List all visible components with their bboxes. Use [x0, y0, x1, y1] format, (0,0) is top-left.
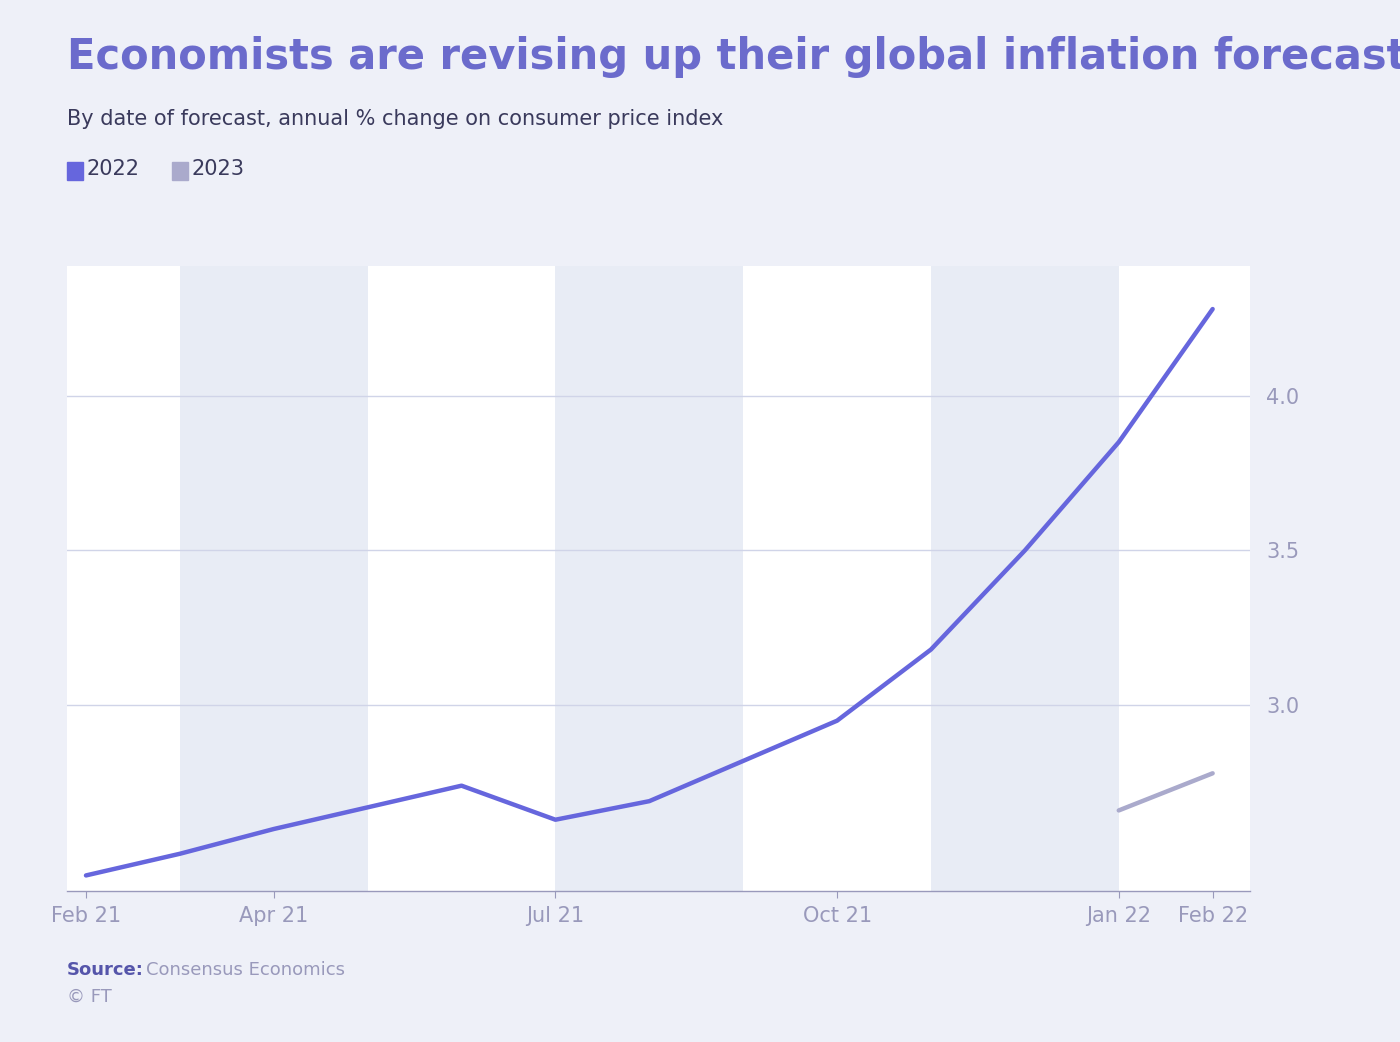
- Text: Source:: Source:: [67, 962, 144, 979]
- Bar: [931, 266, 1119, 891]
- Bar: [743, 266, 931, 891]
- Text: By date of forecast, annual % change on consumer price index: By date of forecast, annual % change on …: [67, 109, 724, 129]
- Bar: [179, 266, 368, 891]
- Bar: [1119, 266, 1250, 891]
- Text: Economists are revising up their global inflation forecast: Economists are revising up their global …: [67, 36, 1400, 78]
- Text: 2023: 2023: [192, 158, 245, 179]
- Text: Consensus Economics: Consensus Economics: [146, 962, 344, 979]
- Text: © FT: © FT: [67, 988, 112, 1006]
- Text: 2022: 2022: [87, 158, 140, 179]
- Bar: [556, 266, 743, 891]
- Bar: [368, 266, 556, 891]
- Bar: [67, 266, 179, 891]
